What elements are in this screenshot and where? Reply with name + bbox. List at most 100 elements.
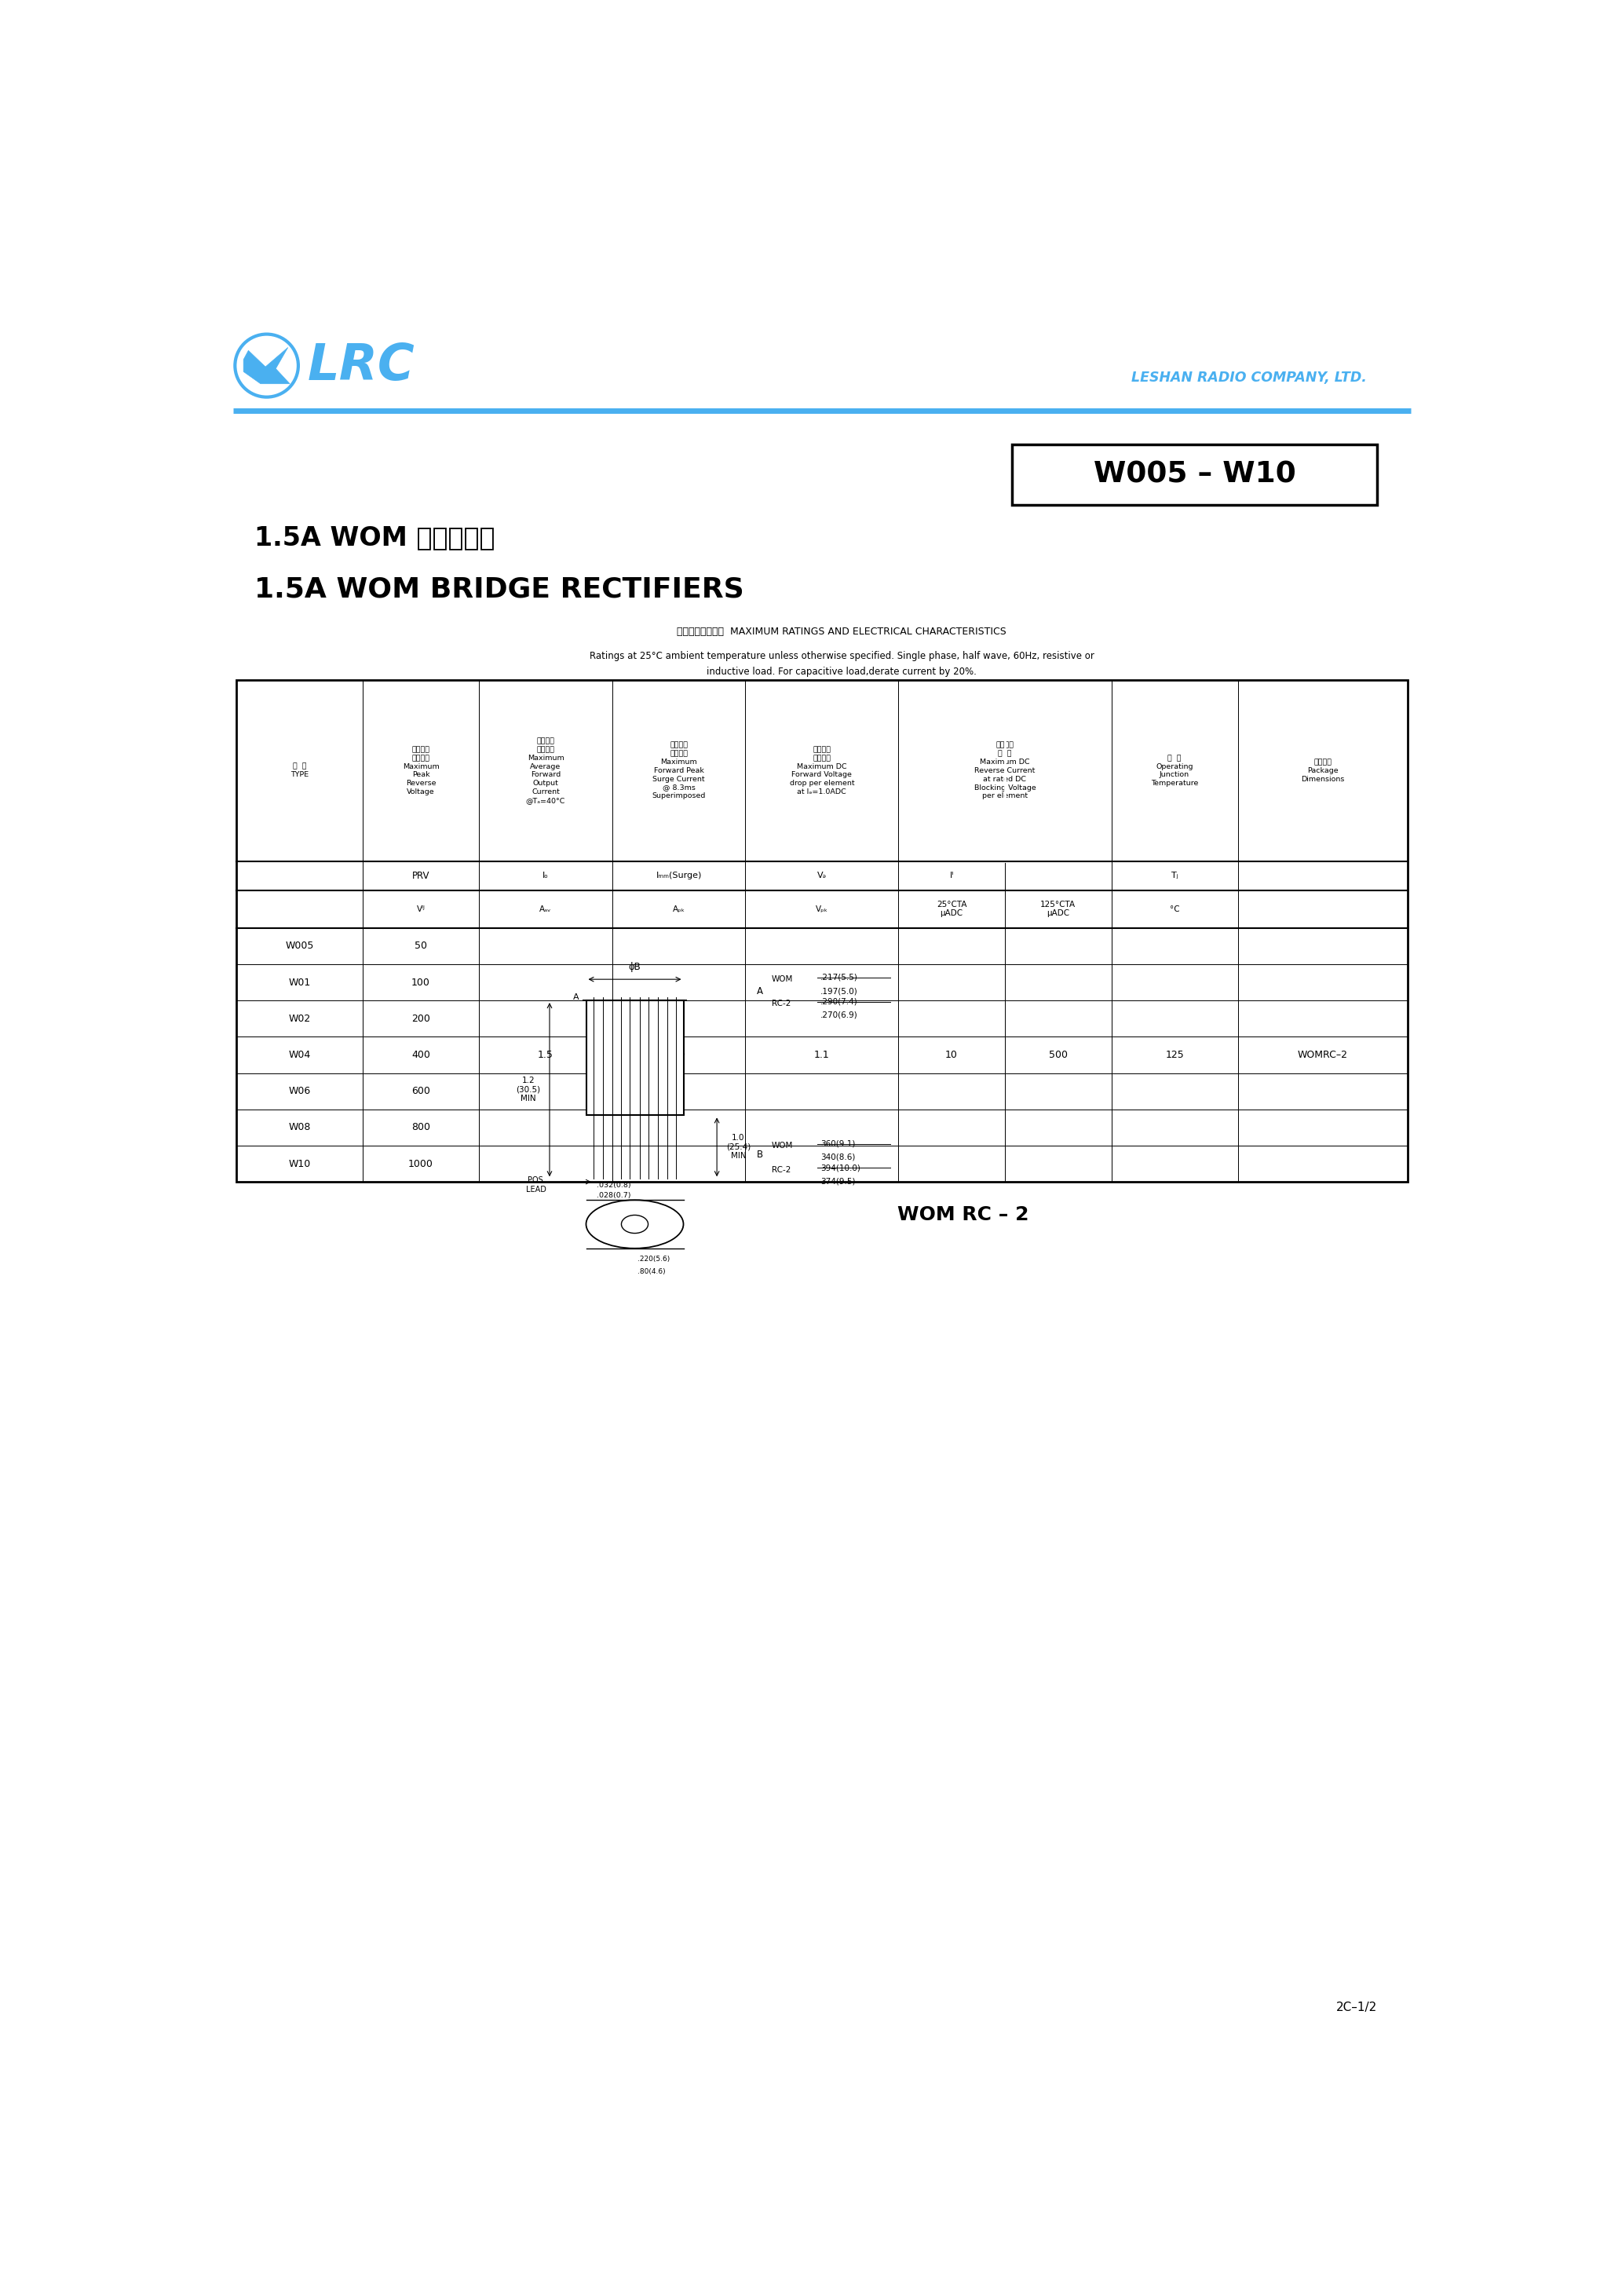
Bar [1006, 1001, 1111, 1038]
Bar [611, 928, 746, 964]
Bar [237, 1001, 363, 1038]
Text: 25°CTA
μADC: 25°CTA μADC [936, 900, 967, 918]
Text: .80(4.6): .80(4.6) [637, 1267, 665, 1274]
Bar [1238, 891, 1408, 928]
Bar [478, 1109, 611, 1146]
Text: 50: 50 [673, 1049, 684, 1061]
Bar [237, 891, 363, 928]
Bar [746, 964, 899, 1001]
Bar [899, 1038, 1006, 1072]
Text: 最大正向
浪涌电流
Maximum
Forward Peak
Surge Current
@ 8.3ms
Superimposed: 最大正向 浪涌电流 Maximum Forward Peak Surge Cur… [652, 742, 706, 799]
Text: 125: 125 [1165, 1049, 1184, 1061]
Bar [1111, 964, 1238, 1001]
Bar [1238, 680, 1408, 861]
Bar [478, 964, 611, 1001]
Polygon shape [243, 347, 290, 383]
Text: 394(10.0): 394(10.0) [821, 1164, 860, 1171]
Text: Vₚₖ: Vₚₖ [816, 905, 829, 914]
Text: Ratings at 25°C ambient temperature unless otherwise specified. Single phase, ha: Ratings at 25°C ambient temperature unle… [589, 650, 1093, 661]
Bar [1111, 891, 1238, 928]
Text: A: A [756, 987, 762, 996]
Bar [478, 1038, 611, 1072]
Bar [899, 1072, 1006, 1109]
Text: .220(5.6): .220(5.6) [637, 1212, 670, 1221]
Bar [1238, 1072, 1408, 1109]
Bar [746, 861, 899, 891]
Bar [1006, 1109, 1111, 1146]
Text: .032(0.8): .032(0.8) [597, 1182, 631, 1189]
Text: .290(7.4): .290(7.4) [821, 996, 858, 1006]
Text: POS.
LEAD: POS. LEAD [526, 1176, 547, 1194]
Bar [746, 891, 899, 928]
Bar [1111, 1109, 1238, 1146]
Text: 最大平均
正向电流
Maximum
Average
Forward
Output
Current
@Tₐ=40°C: 最大平均 正向电流 Maximum Average Forward Output… [526, 737, 566, 804]
Text: 360(9.1): 360(9.1) [821, 1139, 855, 1148]
Text: W08: W08 [289, 1123, 310, 1132]
Bar [363, 1001, 478, 1038]
Bar [746, 1109, 899, 1146]
Bar [1111, 928, 1238, 964]
Bar [899, 861, 1006, 891]
Bar [363, 680, 478, 861]
Bar [611, 891, 746, 928]
Bar [746, 680, 899, 861]
Text: Iₘₘ(Surge): Iₘₘ(Surge) [655, 872, 702, 879]
Bar [899, 1001, 1006, 1038]
Text: 400: 400 [412, 1049, 430, 1061]
Text: °C: °C [1169, 905, 1179, 914]
Bar [746, 1072, 899, 1109]
Bar [1238, 1146, 1408, 1182]
Bar [611, 1072, 746, 1109]
Text: 1.5A WOM 桥式整流器: 1.5A WOM 桥式整流器 [255, 526, 495, 551]
Bar [1238, 861, 1408, 891]
Bar [611, 1001, 746, 1038]
Bar [1111, 1146, 1238, 1182]
Bar [237, 680, 1408, 1182]
Text: W04: W04 [289, 1049, 310, 1061]
Text: 最大正向
峰值电压
Maximum DC
Forward Voltage
drop per element
at Iₔ=1.0ADC: 最大正向 峰值电压 Maximum DC Forward Voltage dro… [790, 746, 855, 794]
Text: 10: 10 [946, 1049, 959, 1061]
Text: 200: 200 [412, 1013, 430, 1024]
Text: 1.5: 1.5 [539, 1049, 553, 1061]
Text: Aₐᵥ: Aₐᵥ [540, 905, 551, 914]
Text: WOM: WOM [772, 976, 793, 983]
Bar [363, 1038, 478, 1072]
Bar [1111, 1038, 1238, 1072]
Text: LRC: LRC [308, 342, 415, 390]
Text: 600: 600 [412, 1086, 430, 1095]
Bar [237, 861, 363, 891]
Bar [611, 1146, 746, 1182]
Bar [746, 1038, 899, 1072]
Text: 1000: 1000 [409, 1159, 433, 1169]
Bar [363, 861, 478, 891]
Bar [237, 680, 363, 861]
Bar [1238, 1038, 1408, 1072]
Bar [1006, 1072, 1111, 1109]
Text: B: B [756, 1150, 762, 1159]
Text: Tⱼ: Tⱼ [1171, 872, 1178, 879]
Bar [478, 1146, 611, 1182]
Bar [899, 928, 1006, 964]
Text: 500: 500 [1049, 1049, 1067, 1061]
Bar [611, 861, 746, 891]
Text: 型  号
TYPE: 型 号 TYPE [290, 762, 308, 778]
Text: .197(5.0): .197(5.0) [821, 987, 858, 994]
Bar [237, 1146, 363, 1182]
Text: 125°CTA
μADC: 125°CTA μADC [1040, 900, 1075, 918]
Bar [1111, 861, 1238, 891]
Text: Aₚₖ: Aₚₖ [673, 905, 684, 914]
Text: Iᴵ: Iᴵ [949, 872, 954, 879]
Bar [363, 1146, 478, 1182]
Text: Vₔ: Vₔ [817, 872, 827, 879]
Text: 1.5A WOM BRIDGE RECTIFIERS: 1.5A WOM BRIDGE RECTIFIERS [255, 576, 744, 602]
Bar [478, 1001, 611, 1038]
Bar [363, 964, 478, 1001]
Bar [1006, 928, 1111, 964]
Text: 340(8.6): 340(8.6) [821, 1153, 855, 1162]
Bar [899, 964, 1006, 1001]
Bar [1111, 1001, 1238, 1038]
Bar [899, 1109, 1006, 1146]
Text: WOM: WOM [772, 1141, 793, 1150]
Bar [478, 928, 611, 964]
Ellipse shape [586, 1201, 683, 1249]
